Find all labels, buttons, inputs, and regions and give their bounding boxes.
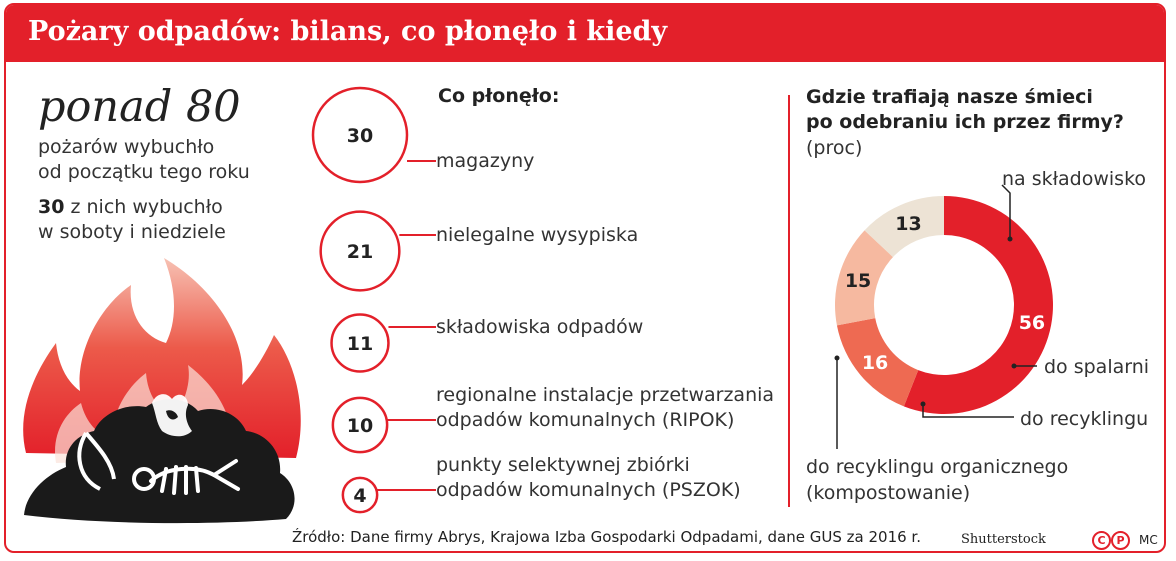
donut-slice: [836, 318, 919, 407]
donut-label: na składowisko: [1002, 168, 1146, 190]
bubble-circle: [311, 86, 409, 184]
fires-line-2: od początku tego roku: [38, 161, 250, 183]
protected-icon: P: [1111, 531, 1130, 550]
leader-line: [1001, 184, 1011, 239]
bubble-item: 30 magazyny: [311, 86, 534, 184]
destination-unit: (proc): [806, 137, 863, 159]
bubble-label: punkty selektywnej zbiórki: [436, 454, 690, 476]
bubble-label: składowiska odpadów: [436, 316, 643, 338]
donut-value: 16: [862, 352, 888, 374]
bubble-circle: [331, 396, 389, 454]
flame-shape: [23, 258, 301, 458]
bubble-value: 10: [347, 415, 373, 437]
donut-value: 56: [1019, 312, 1045, 334]
bubble-circle: [319, 210, 401, 292]
donut-value: 15: [845, 270, 871, 292]
fish-bone-icon: [132, 459, 240, 495]
garbage-pile: [24, 399, 295, 524]
donut-slice: [903, 196, 1053, 415]
bubble-item: 4 punkty selektywnej zbiórki odpadów komun…: [341, 454, 741, 514]
photo-credit: Shutterstock: [961, 532, 1046, 547]
donut-slice: [864, 196, 944, 258]
bubble-label: magazyny: [436, 150, 534, 172]
weekend-number: 30: [38, 196, 65, 218]
source-note: Źródło: Dane firmy Abrys, Krajowa Izba G…: [292, 528, 921, 546]
fire-illustration: [23, 258, 301, 524]
weekend-line: 30 z nich wybuchło: [38, 195, 223, 220]
donut-label: do recyklingu: [1020, 408, 1148, 430]
bubble-value: 21: [347, 241, 373, 263]
bubble-label: odpadów komunalnych (PSZOK): [436, 479, 741, 501]
bubble-circle: [330, 313, 390, 373]
donut-label: (kompostowanie): [806, 482, 970, 504]
copyright-icon: C: [1092, 531, 1111, 550]
fires-line-1: pożarów wybuchło: [38, 136, 215, 158]
destination-heading-2: po odebraniu ich przez firmy?: [806, 111, 1124, 133]
page-title: Pożary odpadów: bilans, co płonęło i kie…: [28, 16, 668, 47]
destination-donut-chart: 56 16 15 13 na składowisko do spalarni do recy…: [806, 168, 1149, 504]
bubble-label: regionalne instalacje przetwarzania: [436, 384, 774, 406]
bubble-value: 11: [347, 333, 373, 355]
weekend-text: z nich wybuchło: [64, 196, 223, 218]
bubble-label: nielegalne wysypiska: [436, 224, 638, 246]
leader-line: [922, 404, 1014, 418]
destination-heading-1: Gdzie trafiają nasze śmieci: [806, 86, 1093, 108]
burned-heading: Co płonęło:: [438, 85, 560, 107]
bubble-item: 21 nielegalne wysypiska: [319, 210, 638, 292]
bubble-value: 30: [347, 125, 373, 147]
banana-peel-icon: [77, 431, 116, 491]
bubble-circle: [341, 476, 379, 514]
section-divider: [788, 95, 790, 507]
bubble-label: odpadów komunalnych (RIPOK): [436, 409, 734, 431]
burned-bubble-chart: 30 magazyny 21 nielegalne wysypiska 11 składo…: [311, 86, 774, 514]
bubble-item: 11 składowiska odpadów: [330, 313, 643, 373]
donut-label: do spalarni: [1044, 356, 1149, 378]
bubble-item: 10 regionalne instalacje przetwarzania odp…: [331, 384, 774, 454]
fires-line-4: w soboty i niedziele: [38, 221, 226, 243]
fires-count-headline: ponad 80: [38, 82, 241, 132]
donut-slice: [835, 230, 893, 326]
donut-label: do recyklingu organicznego: [806, 456, 1068, 478]
author-initials: MC: [1139, 533, 1158, 547]
bubble-value: 4: [353, 485, 366, 507]
donut-value: 13: [895, 213, 921, 235]
infographic-frame: Pożary odpadów: bilans, co płonęło i kie…: [4, 3, 1166, 553]
header-bar: Pożary odpadów: bilans, co płonęło i kie…: [6, 5, 1164, 62]
